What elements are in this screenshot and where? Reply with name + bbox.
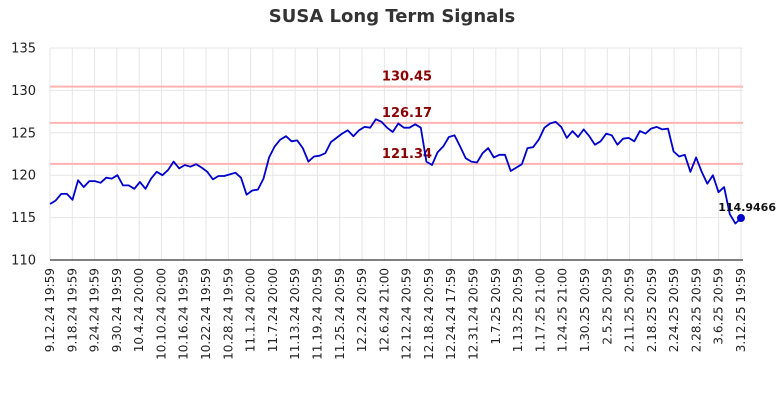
x-tick-label: 12.31.24 20:59 (467, 268, 481, 360)
x-tick-label: 2.5.25 20:59 (600, 268, 614, 345)
x-tick-label: 2.18.25 20:59 (645, 268, 659, 352)
x-tick-label: 3.6.25 20:59 (712, 268, 726, 345)
x-tick-label: 11.7.24 20:00 (266, 268, 280, 352)
y-tick-label: 110 (11, 254, 36, 269)
series-line (49, 118, 742, 225)
y-tick-label: 135 (11, 42, 36, 57)
reference-line-label: 130.45 (382, 70, 432, 85)
last-value-point (737, 214, 745, 223)
y-tick-label: 120 (11, 169, 36, 184)
reference-line-label: 121.34 (382, 147, 432, 162)
x-tick-label: 1.24.25 21:00 (556, 268, 570, 352)
x-tick-label: 10.28.24 19:59 (221, 268, 235, 360)
x-tick-label: 1.13.25 20:59 (511, 268, 525, 352)
y-tick-label: 125 (11, 126, 36, 141)
last-value-label: 114.9466 (718, 201, 776, 214)
x-tick-label: 10.22.24 19:59 (199, 268, 213, 360)
x-tick-label: 9.30.24 19:59 (110, 268, 124, 352)
x-tick-label: 12.12.24 20:59 (400, 268, 414, 360)
x-tick-label: 12.24.24 17:59 (444, 268, 458, 360)
x-tick-label: 12.18.24 20:59 (422, 268, 436, 360)
x-tick-label: 10.4.24 20:00 (132, 268, 146, 352)
x-tick-label: 1.30.25 20:59 (578, 268, 592, 352)
x-tick-label: 9.24.24 19:59 (88, 268, 102, 352)
x-tick-label: 11.1.24 20:00 (244, 268, 258, 352)
x-tick-label: 2.28.25 20:59 (689, 268, 703, 352)
x-tick-label: 10.16.24 19:59 (177, 268, 191, 360)
x-tick-label: 11.25.24 20:59 (333, 268, 347, 360)
x-tick-label: 2.11.25 20:59 (623, 268, 637, 352)
x-tick-label: 10.10.24 20:00 (154, 268, 168, 360)
chart-title: SUSA Long Term Signals (268, 6, 516, 27)
x-tick-label: 11.13.24 20:59 (288, 268, 302, 360)
x-tick-label: 12.6.24 21:00 (377, 268, 391, 352)
x-tick-label: 9.18.24 19:59 (65, 268, 79, 352)
x-tick-label: 9.12.24 19:59 (43, 268, 57, 352)
x-tick-label: 1.17.25 21:00 (533, 268, 547, 352)
y-tick-label: 130 (11, 84, 36, 99)
x-tick-label: 12.2.24 20:59 (355, 268, 369, 352)
x-tick-label: 1.7.25 20:59 (489, 268, 503, 345)
reference-line-label: 126.17 (382, 106, 432, 121)
y-tick-label: 115 (11, 211, 36, 226)
x-tick-label: 2.24.25 20:59 (667, 268, 681, 352)
x-tick-label: 3.12.25 19:59 (734, 268, 748, 352)
x-tick-label: 11.19.24 20:59 (310, 268, 324, 360)
